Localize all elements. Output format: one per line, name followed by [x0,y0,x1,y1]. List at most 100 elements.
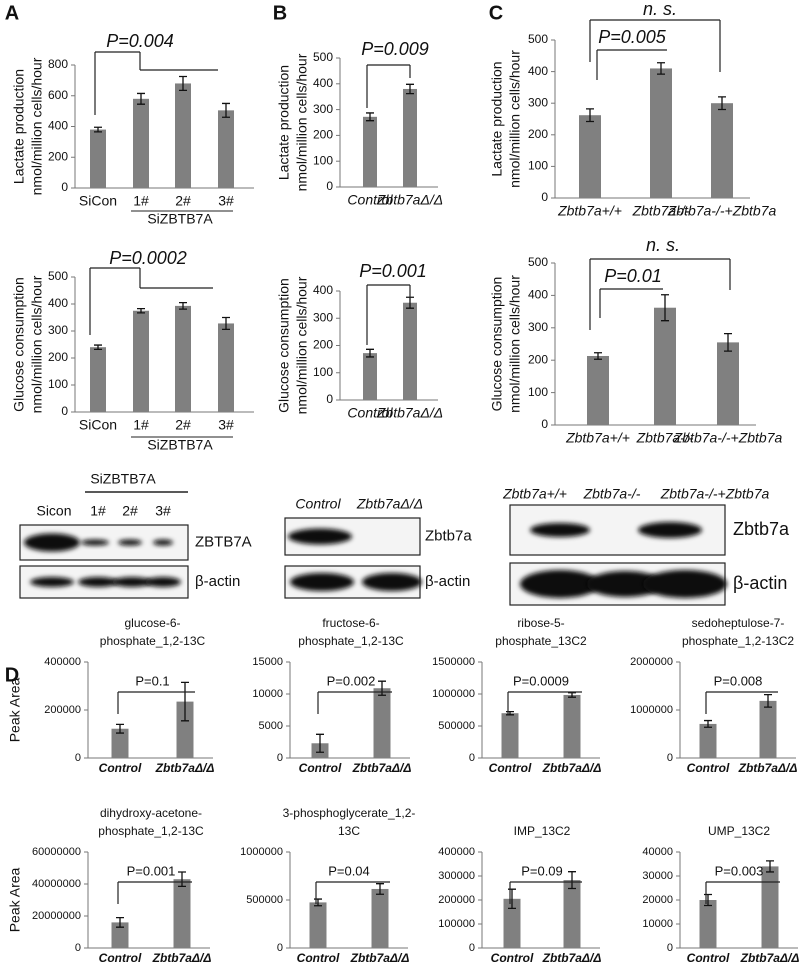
annotation: P=0.09 [521,863,563,878]
x-tick-label: Zbtb7a-/- [632,203,690,219]
y-tick-label: 400 [313,283,333,297]
y-axis-label: nmol/million cells/hour [29,57,45,195]
x-tick-label: 1# [133,417,149,433]
y-tick-label: 0 [469,752,475,764]
group-label: SiZBTB7A [147,211,213,227]
y-tick-label: 200 [528,127,548,141]
error-bar [568,871,576,890]
y-tick-label: 300 [313,102,333,116]
blot-lane-label: Zbtb7a-/-+Zbtb7a [660,486,770,502]
chart-title: phosphate_1,2-13C [98,824,204,838]
y-tick-label: 100 [48,377,68,391]
error-bar [506,710,514,716]
y-tick-label: 100 [313,153,333,167]
error-bar [724,332,732,352]
y-tick-label: 300 [313,310,333,324]
y-tick-label: 0 [61,180,68,194]
chart-title: phosphate_1,2-13C [298,634,404,648]
y-tick-label: 5000 [259,720,283,732]
bar [403,88,417,187]
chart-title: ribose-5- [517,616,564,630]
bar [309,902,327,948]
bar [650,68,672,198]
blot-band [153,539,173,546]
annotation: n. s. [643,0,677,19]
error-bar [661,294,669,322]
y-axis-label: Lactate production [11,69,27,184]
x-tick-label: SiCon [79,193,117,209]
x-tick-label: 2# [175,417,191,433]
x-tick-label: Control [299,761,342,775]
y-tick-label: 400 [48,296,68,310]
y-tick-label: 1000000 [240,846,283,858]
y-tick-label: 300 [528,95,548,109]
y-tick-label: 400000 [438,846,475,858]
blot-band [290,573,354,591]
bar [111,728,129,758]
blot-lane-label: Control [295,496,341,512]
x-tick-label: SiCon [79,417,117,433]
y-tick-label: 200000 [44,704,81,716]
bar [717,342,739,425]
error-bar [178,871,186,888]
blot-band [530,523,590,537]
error-bar [179,75,187,92]
y-tick-label: 0 [277,942,283,954]
y-tick-label: 0 [326,392,333,406]
blot-band [362,573,422,591]
y-tick-label: 10000 [252,688,283,700]
bar [563,694,581,758]
bar [175,83,191,188]
x-tick-label: 3# [218,193,234,209]
y-tick-label: 15000 [252,656,283,668]
x-tick-label: Control [99,761,142,775]
bar [563,880,581,948]
annotation: n. s. [646,235,680,255]
y-tick-label: 0 [277,752,283,764]
x-tick-label: Zbtb7a-/- [636,430,694,446]
bar [133,310,149,412]
y-axis-label: nmol/million cells/hour [29,275,45,413]
error-bar [378,680,386,696]
chart-title: IMP_13C2 [514,824,571,838]
blot-lane-label: 2# [122,503,138,519]
y-axis-label: nmol/million cells/hour [507,50,523,188]
blot-band [638,522,702,538]
bar [699,900,717,948]
annotation: P=0.001 [127,863,176,878]
x-tick-label: Zbtb7a-/-+Zbtb7a [673,430,783,446]
error-bar [181,681,189,722]
x-tick-label: Zbtb7aΔ/Δ [740,951,800,965]
error-bar [586,108,594,123]
annotation: P=0.04 [328,863,370,878]
error-bar [94,126,102,133]
x-tick-label: Zbtb7aΔ/Δ [542,951,602,965]
bar [654,307,676,425]
bar [371,888,389,948]
error-bar [116,916,124,928]
error-bar [766,860,774,873]
y-axis-label: Peak Area [7,867,23,932]
y-axis-label: Peak Area [7,677,23,742]
blot-lane-label: Zbtb7a+/+ [502,486,567,502]
error-bar [94,344,102,351]
error-bar [594,352,602,360]
y-tick-label: 100 [528,385,548,399]
y-tick-label: 300000 [438,870,475,882]
x-tick-label: Zbtb7a+/+ [565,430,630,446]
annotation: P=0.1 [135,673,169,688]
y-tick-label: 400 [528,288,548,302]
x-tick-label: 1# [133,193,149,209]
chart-title: 13C [338,824,360,838]
error-bar [718,96,726,111]
error-bar [406,83,414,95]
y-tick-label: 100 [528,159,548,173]
error-bar [137,307,145,314]
y-tick-label: 10000 [642,918,673,930]
y-tick-label: 30000 [642,870,673,882]
bar [111,922,129,948]
bar [759,700,777,758]
annotation: P=0.005 [598,27,667,47]
annotation: P=0.002 [327,673,376,688]
